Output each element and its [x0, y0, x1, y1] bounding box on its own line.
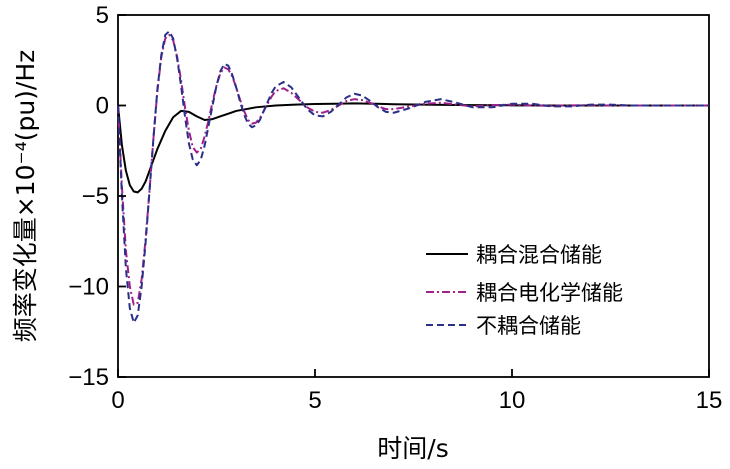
x-axis-title: 时间/s — [377, 434, 448, 463]
tick-layer: 0 5 10 15 5 0 −5 −10 −15 — [68, 2, 722, 414]
y-tick-label: 5 — [96, 2, 109, 29]
legend-label-2: 不耦合储能 — [476, 314, 581, 338]
plot-frame — [117, 14, 710, 378]
x-tick-label: 15 — [696, 387, 723, 414]
series-line-2 — [117, 30, 709, 324]
legend-label-1: 耦合电化学储能 — [476, 281, 623, 305]
x-tick-label: 5 — [308, 387, 321, 414]
legend-label-0: 耦合混合储能 — [476, 243, 602, 267]
series-line-1 — [117, 33, 709, 306]
legend: 耦合混合储能 耦合电化学储能 不耦合储能 — [426, 243, 623, 338]
y-tick-label: −5 — [82, 183, 109, 210]
x-tick-label: 10 — [499, 387, 526, 414]
y-tick-label: −10 — [68, 274, 109, 301]
y-tick-label: −15 — [68, 364, 109, 391]
series-layer — [117, 30, 709, 324]
y-tick-label: 0 — [96, 93, 109, 120]
series-line-0 — [117, 102, 709, 194]
x-tick-label: 0 — [111, 387, 124, 414]
y-axis-title: 频率变化量×10⁻⁴(pu)/Hz — [11, 50, 40, 343]
